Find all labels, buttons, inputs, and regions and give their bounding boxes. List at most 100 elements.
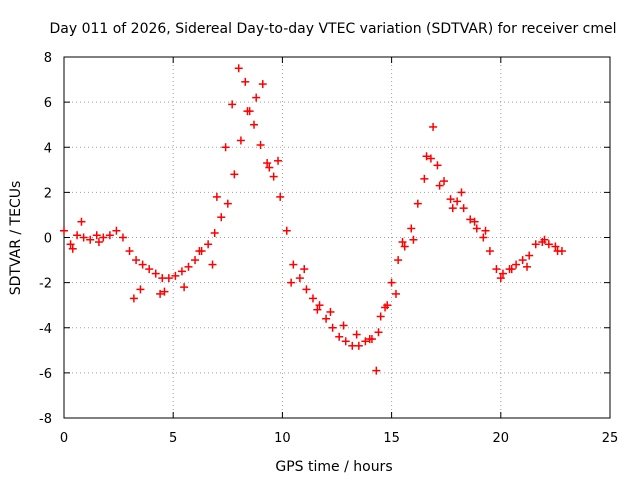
y-tick-label: -2 xyxy=(39,277,52,292)
data-point xyxy=(435,181,444,190)
data-point xyxy=(68,244,77,253)
y-tick-label: -8 xyxy=(39,412,52,427)
data-point xyxy=(544,240,553,249)
data-point xyxy=(236,136,245,145)
data-point xyxy=(208,260,217,269)
y-axis-label: SDTVAR / TECUs xyxy=(8,181,24,296)
data-point xyxy=(525,251,534,260)
data-point xyxy=(409,235,418,244)
data-point xyxy=(387,278,396,287)
data-point xyxy=(326,307,335,316)
data-point xyxy=(446,195,455,204)
data-point xyxy=(276,192,285,201)
data-point xyxy=(420,174,429,183)
data-point xyxy=(498,269,507,278)
data-point xyxy=(302,285,311,294)
y-tick-label: 4 xyxy=(44,141,52,156)
data-point xyxy=(328,323,337,332)
data-point xyxy=(118,233,127,242)
data-point xyxy=(228,100,237,109)
data-point xyxy=(433,161,442,170)
data-point xyxy=(145,265,154,274)
data-point xyxy=(448,204,457,213)
y-tick-label: -6 xyxy=(39,367,52,382)
data-point xyxy=(470,217,479,226)
data-point xyxy=(481,226,490,235)
data-point xyxy=(66,240,75,249)
data-point xyxy=(295,274,304,283)
data-point xyxy=(315,301,324,310)
data-point xyxy=(79,233,88,242)
data-point xyxy=(151,269,160,278)
data-point xyxy=(413,199,422,208)
x-tick-label: 15 xyxy=(383,431,400,446)
data-point xyxy=(105,231,114,240)
data-point xyxy=(99,233,108,242)
data-point xyxy=(341,337,350,346)
data-point xyxy=(472,224,481,233)
chart-title: Day 011 of 2026, Sidereal Day-to-day VTE… xyxy=(49,21,616,37)
data-point xyxy=(125,247,134,256)
data-point xyxy=(308,294,317,303)
data-point xyxy=(136,285,145,294)
data-point xyxy=(191,256,200,265)
data-point xyxy=(313,305,322,314)
data-point xyxy=(204,240,213,249)
data-point xyxy=(354,341,363,350)
data-point xyxy=(457,188,466,197)
data-point xyxy=(466,215,475,224)
data-point xyxy=(492,265,501,274)
data-point xyxy=(221,143,230,152)
data-point xyxy=(300,265,309,274)
data-point xyxy=(422,152,431,161)
data-point xyxy=(376,312,385,321)
data-point xyxy=(230,170,239,179)
data-point xyxy=(372,366,381,375)
data-point xyxy=(263,159,272,168)
data-point xyxy=(429,122,438,131)
data-point xyxy=(553,247,562,256)
data-point xyxy=(258,80,267,89)
data-point xyxy=(365,335,374,344)
data-point xyxy=(250,120,259,129)
axis-ticks: 0 5 10 15 20 25 -8 -6 -4 -2 0 2 4 6 8 xyxy=(39,51,618,446)
data-point xyxy=(512,260,521,269)
data-point xyxy=(234,64,243,73)
data-point xyxy=(92,231,101,240)
data-point xyxy=(73,231,82,240)
data-point xyxy=(86,235,95,244)
data-point xyxy=(164,274,173,283)
y-tick-label: 6 xyxy=(44,96,52,111)
data-point xyxy=(60,226,68,235)
data-point xyxy=(391,289,400,298)
data-point xyxy=(265,163,274,172)
data-point xyxy=(361,337,370,346)
data-point xyxy=(398,238,407,247)
data-point xyxy=(453,197,462,206)
data-point xyxy=(531,240,540,249)
data-point xyxy=(518,256,527,265)
data-point xyxy=(426,154,435,163)
data-point xyxy=(269,172,278,181)
data-point xyxy=(177,267,186,276)
data-point xyxy=(217,213,226,222)
x-tick-label: 20 xyxy=(493,431,510,446)
y-tick-label: 2 xyxy=(44,186,52,201)
x-axis-label: GPS time / hours xyxy=(275,459,392,475)
data-point xyxy=(112,226,121,235)
data-point xyxy=(485,247,494,256)
data-point xyxy=(479,233,488,242)
data-point xyxy=(322,314,331,323)
y-tick-label: 0 xyxy=(44,232,52,247)
data-point xyxy=(256,140,265,149)
data-point xyxy=(210,228,219,237)
grid xyxy=(64,57,610,418)
data-point xyxy=(523,262,532,271)
data-point xyxy=(551,242,560,251)
data-point xyxy=(138,260,147,269)
data-point xyxy=(129,294,138,303)
y-tick-label: 8 xyxy=(44,51,52,66)
x-tick-label: 25 xyxy=(602,431,619,446)
data-point xyxy=(212,192,221,201)
